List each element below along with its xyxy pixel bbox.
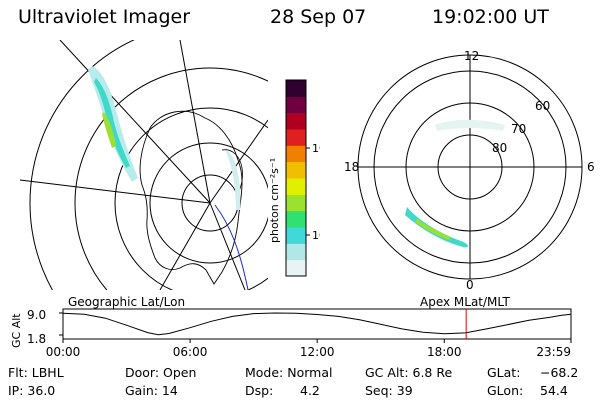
glon-value: 54.4: [540, 383, 568, 398]
ip-readout: IP: 36.0: [8, 383, 56, 398]
observation-date: 28 Sep 07: [270, 6, 367, 28]
colorbar-cell: [286, 227, 306, 244]
colorbar-cell: [286, 259, 306, 277]
meridian: [59, 40, 211, 204]
geographic-label: Geographic Lat/Lon: [68, 295, 186, 309]
colorbar-cell: [286, 112, 306, 130]
meridian: [159, 202, 211, 290]
apex-label: Apex MLat/MLT: [420, 295, 510, 309]
chart-frame: [62, 308, 572, 340]
aurora-emission-left: [88, 66, 241, 210]
meridian: [179, 40, 211, 204]
sequence-readout: Seq: 39: [365, 383, 413, 398]
chart-ylabel: GC Alt: [10, 313, 23, 348]
colorbar-cell: [286, 80, 306, 97]
aurora-emission-right: [405, 119, 505, 248]
intensity-colorbar: 100 10 photon cm⁻²s⁻¹: [268, 79, 320, 277]
colorbar-cell: [286, 194, 306, 212]
observation-time: 19:02:00 UT: [432, 6, 549, 28]
colorbar-label: photon cm⁻²s⁻¹: [268, 158, 281, 243]
glat-label: GLat:: [487, 365, 521, 380]
colorbar-cell: [286, 96, 306, 114]
door-readout: Door: Open: [125, 365, 197, 380]
satellite-track: [214, 204, 249, 291]
lat-circle: [149, 142, 268, 264]
gc-altitude-readout: GC Alt: 6.8 Re: [365, 365, 453, 380]
xtick-label: 18:00: [427, 345, 462, 359]
lat-circle: [29, 40, 135, 290]
gain-readout: Gain: 14: [125, 383, 178, 398]
dsp-label: Dsp:: [245, 383, 274, 398]
lat-label-70: 70: [511, 122, 526, 136]
xtick-label: 06:00: [173, 345, 208, 359]
lat-label-80: 80: [492, 141, 507, 155]
glon-label: GLon:: [487, 383, 524, 398]
lat-label-60: 60: [535, 99, 550, 113]
mlt-label-18: 18: [344, 160, 359, 174]
colorbar-frame: [285, 79, 307, 277]
instrument-title: Ultraviolet Imager: [18, 6, 191, 28]
xtick-label: 12:00: [300, 345, 335, 359]
mode-readout: Mode: Normal: [245, 365, 333, 380]
ytick-label-min: 1.8: [27, 332, 46, 346]
continent-outline: [139, 110, 243, 285]
mlt-label-12: 12: [464, 49, 479, 63]
xtick-label: 00:00: [46, 345, 81, 359]
colorbar-cell: [286, 129, 306, 146]
colorbar-tick-10: 10: [312, 229, 320, 242]
colorbar-cell: [286, 178, 306, 195]
dsp-value: 4.2: [300, 383, 320, 398]
mlt-label-0: 0: [466, 278, 474, 292]
geographic-map: [19, 40, 268, 291]
colorbar-cell: [286, 161, 306, 179]
colorbar-cell: [286, 210, 306, 228]
colorbar-cell: [286, 243, 306, 261]
altitude-series-line: [62, 312, 572, 336]
polar-mlat-mlt-plot: 12 18 6 0 60 70 80: [344, 49, 595, 292]
meridian: [19, 179, 211, 204]
ytick-label-max: 9.0: [27, 308, 46, 322]
mlt-label-6: 6: [587, 160, 595, 174]
colorbar-cell: [286, 145, 306, 163]
xtick-label: 23:59: [536, 345, 571, 359]
colorbar-tick-100: 100: [312, 142, 320, 155]
glat-value: −68.2: [540, 365, 579, 380]
lat-circle: [74, 67, 268, 290]
meridian: [209, 202, 246, 290]
filter-readout: Flt: LBHL: [8, 365, 64, 380]
gc-altitude-chart: GC Alt 9.0 1.8 00:00 06:00 12:00 18:00 23:59: [10, 308, 572, 359]
lat-circle: [114, 107, 268, 290]
